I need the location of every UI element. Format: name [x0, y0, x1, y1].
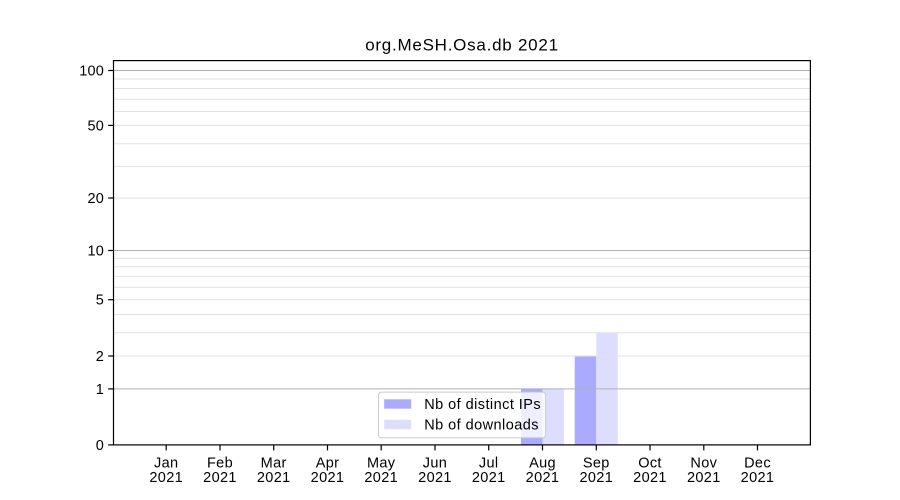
svg-text:2: 2	[96, 349, 104, 365]
svg-text:1: 1	[96, 382, 104, 398]
svg-text:org.MeSH.Osa.db 2021: org.MeSH.Osa.db 2021	[365, 35, 559, 54]
svg-text:5: 5	[96, 293, 104, 309]
svg-text:Nb of downloads: Nb of downloads	[424, 418, 539, 434]
svg-text:100: 100	[79, 64, 104, 80]
svg-text:10: 10	[87, 244, 104, 260]
svg-text:0: 0	[96, 438, 104, 454]
svg-text:Nb of distinct IPs: Nb of distinct IPs	[424, 397, 541, 413]
svg-text:20: 20	[87, 191, 104, 207]
svg-text:50: 50	[87, 118, 104, 134]
